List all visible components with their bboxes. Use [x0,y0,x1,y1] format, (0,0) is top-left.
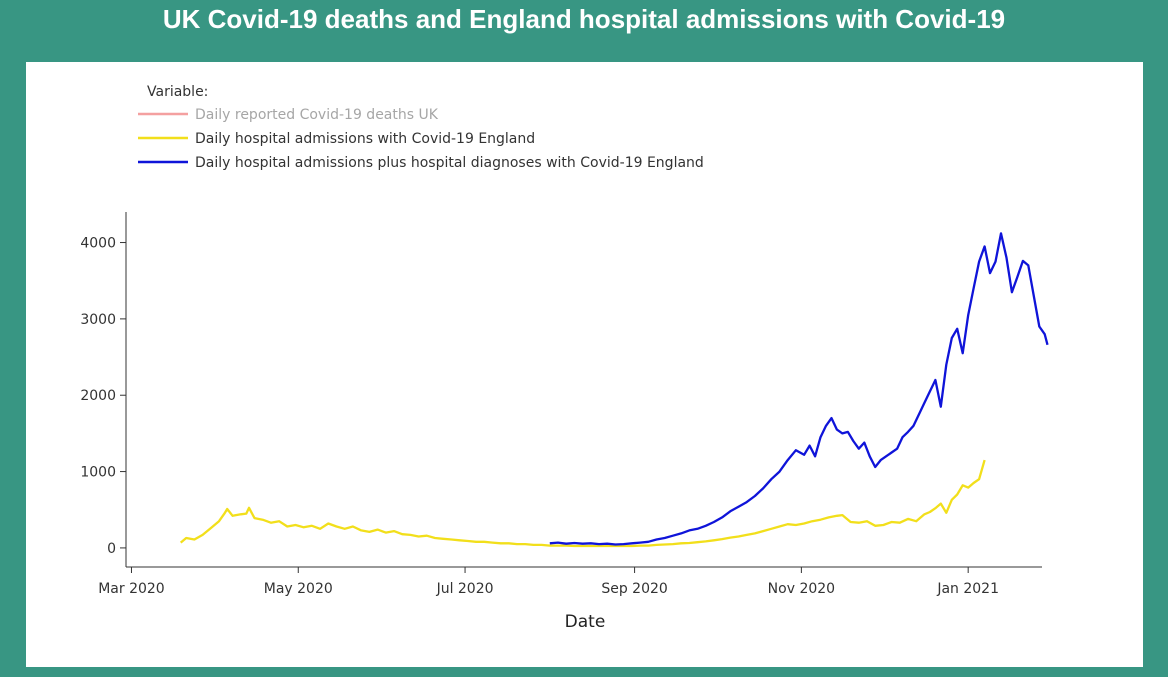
chart-panel: Variable: Daily reported Covid-19 deaths… [26,62,1143,667]
legend-title: Variable: [147,84,208,100]
series-line-admissions [179,459,986,548]
legend-item-admissions[interactable]: Daily hospital admissions with Covid-19 … [138,131,535,147]
y-tick-label: 3000 [80,312,116,328]
series-layer [179,232,1049,548]
legend-label-admissions: Daily hospital admissions with Covid-19 … [195,131,535,147]
series-line-admissions-plus-diagnoses [549,232,1049,546]
y-tick-label: 2000 [80,388,116,404]
legend-label-admissions-plus-diagnoses: Daily hospital admissions plus hospital … [195,155,704,171]
page-title: UK Covid-19 deaths and England hospital … [162,4,1006,34]
x-tick-label: Mar 2020 [98,581,165,597]
x-tick-label: Jul 2020 [436,581,494,597]
x-tick-label: Jan 2021 [936,581,999,597]
x-tick-label: Sep 2020 [601,581,667,597]
axes: 0 1000 2000 3000 4000 Mar 2020 May 2020 Jul 202… [80,212,1042,597]
y-tick-label: 1000 [80,465,116,481]
x-tick-label: Nov 2020 [768,581,835,597]
y-tick-label: 0 [107,541,116,557]
y-tick-label: 4000 [80,236,116,252]
chart: Variable: Daily reported Covid-19 deaths… [80,84,1049,632]
legend-label-deaths: Daily reported Covid-19 deaths UK [195,107,439,123]
x-tick-label: May 2020 [264,581,333,597]
x-axis-label: Date [565,612,606,632]
legend[interactable]: Variable: Daily reported Covid-19 deaths… [138,84,704,171]
legend-item-admissions-plus-diagnoses[interactable]: Daily hospital admissions plus hospital … [138,155,704,171]
legend-item-deaths[interactable]: Daily reported Covid-19 deaths UK [138,107,439,123]
